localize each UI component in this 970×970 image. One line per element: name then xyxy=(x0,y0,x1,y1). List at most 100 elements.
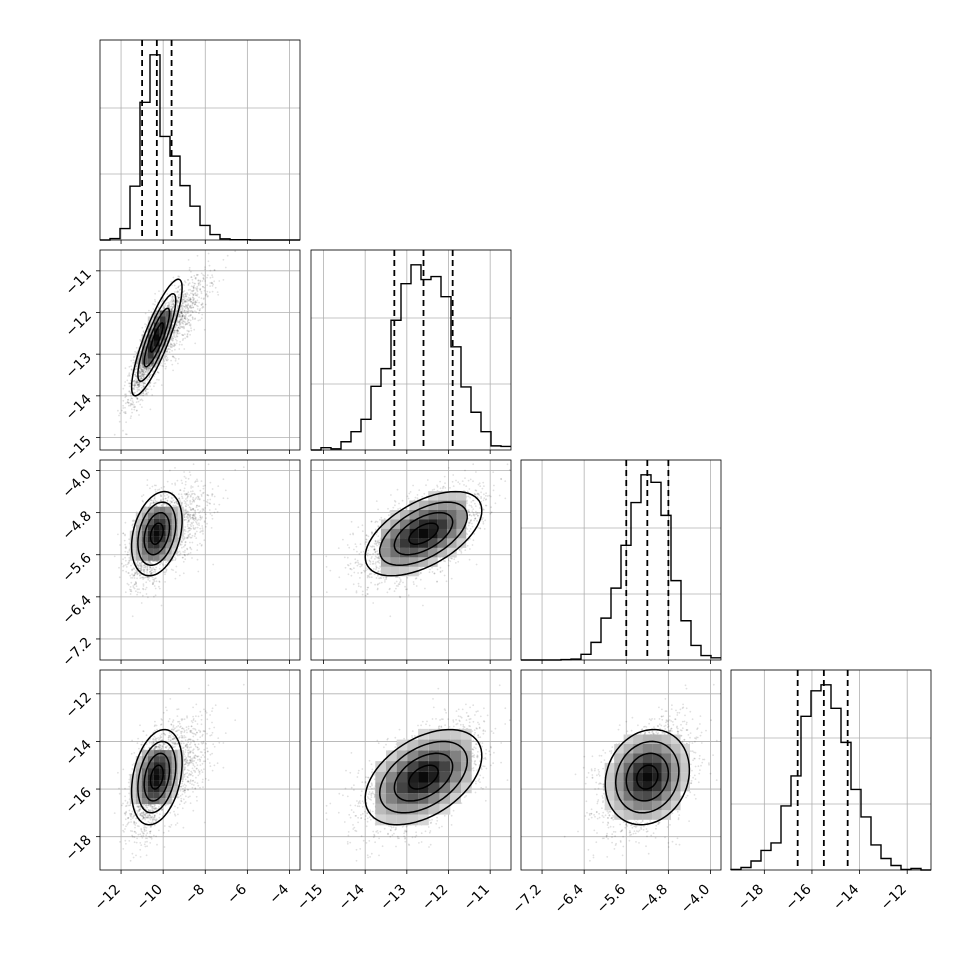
sample-point xyxy=(172,306,175,309)
sample-point xyxy=(167,304,169,307)
sample-point xyxy=(196,274,198,277)
sample-point xyxy=(197,279,200,282)
sample-point xyxy=(159,362,162,365)
sample-point xyxy=(217,293,220,296)
sample-point xyxy=(193,528,196,530)
sample-point xyxy=(177,286,179,289)
sample-point xyxy=(162,493,165,495)
sample-point xyxy=(118,576,121,579)
sample-point xyxy=(130,590,133,593)
sample-point xyxy=(124,402,127,405)
sample-point xyxy=(129,417,132,419)
sample-point xyxy=(196,544,199,546)
sample-point xyxy=(193,292,196,295)
sample-point xyxy=(139,577,142,579)
sample-point xyxy=(130,588,132,591)
sample-point xyxy=(186,516,189,519)
sample-point xyxy=(153,484,156,487)
sample-point xyxy=(140,386,143,389)
sample-point xyxy=(152,499,155,502)
sample-point xyxy=(184,543,187,546)
sample-point xyxy=(206,274,209,277)
sample-point xyxy=(142,583,145,586)
sample-point xyxy=(152,566,155,569)
sample-point xyxy=(192,306,195,309)
sample-point xyxy=(194,481,196,484)
sample-point xyxy=(139,371,142,374)
sample-point xyxy=(134,375,137,377)
sample-point xyxy=(150,502,153,504)
sample-point xyxy=(150,499,152,501)
sample-point xyxy=(164,573,166,576)
sample-point xyxy=(204,484,206,487)
sample-point xyxy=(160,487,163,489)
sample-point xyxy=(150,311,153,313)
sample-point xyxy=(184,323,187,326)
sample-point xyxy=(184,510,187,512)
sample-point xyxy=(140,381,143,384)
sample-point xyxy=(201,525,204,527)
sample-point xyxy=(148,561,151,564)
sample-point xyxy=(181,540,183,543)
sample-point xyxy=(183,296,185,298)
sample-point xyxy=(142,494,145,496)
sample-point xyxy=(181,302,184,305)
sample-point xyxy=(167,304,170,307)
sample-point xyxy=(153,577,156,580)
sample-point xyxy=(140,365,143,368)
sample-point xyxy=(186,547,189,550)
sample-point xyxy=(148,580,151,582)
sample-point xyxy=(192,524,195,527)
sample-point xyxy=(190,487,193,489)
sample-point xyxy=(147,366,150,369)
sample-point xyxy=(180,502,182,505)
sample-point xyxy=(141,369,144,372)
sample-point xyxy=(176,324,179,327)
sample-point xyxy=(197,279,200,282)
sample-point xyxy=(170,305,173,307)
sample-point xyxy=(138,381,141,384)
sample-point xyxy=(200,517,203,520)
density-cell xyxy=(159,316,166,323)
sample-point xyxy=(201,527,204,529)
sample-point xyxy=(153,495,156,498)
sample-point xyxy=(127,382,130,385)
sample-point xyxy=(178,497,180,500)
sample-point xyxy=(192,499,195,502)
sample-point xyxy=(155,566,158,569)
density-cell xyxy=(159,506,166,513)
sample-point xyxy=(180,310,183,313)
sample-point xyxy=(174,329,176,332)
sample-point xyxy=(188,282,191,284)
sample-point xyxy=(180,311,183,314)
sample-point xyxy=(198,301,201,304)
sample-point xyxy=(180,479,183,482)
density-cell xyxy=(129,542,136,549)
sample-point xyxy=(152,308,155,310)
sample-point xyxy=(209,512,212,515)
sample-point xyxy=(181,315,184,317)
sample-point xyxy=(193,535,196,538)
sample-point xyxy=(172,355,174,358)
sample-point xyxy=(205,517,208,520)
sample-point xyxy=(186,333,189,335)
sample-point xyxy=(201,305,204,308)
sample-point xyxy=(183,333,186,336)
sample-point xyxy=(181,546,183,549)
sample-point xyxy=(164,304,167,306)
sample-point xyxy=(186,299,189,302)
sample-point xyxy=(147,369,150,372)
sample-point xyxy=(188,515,191,517)
sample-point xyxy=(128,390,131,393)
sample-point xyxy=(148,375,151,378)
sample-point xyxy=(194,300,197,303)
sample-point xyxy=(200,292,203,295)
sample-point xyxy=(195,311,198,313)
sample-point xyxy=(134,383,136,386)
sample-point xyxy=(194,294,197,297)
sample-point xyxy=(211,493,213,496)
sample-point xyxy=(156,500,158,503)
sample-point xyxy=(190,270,192,273)
sample-point xyxy=(197,284,200,287)
sample-point xyxy=(189,304,192,307)
